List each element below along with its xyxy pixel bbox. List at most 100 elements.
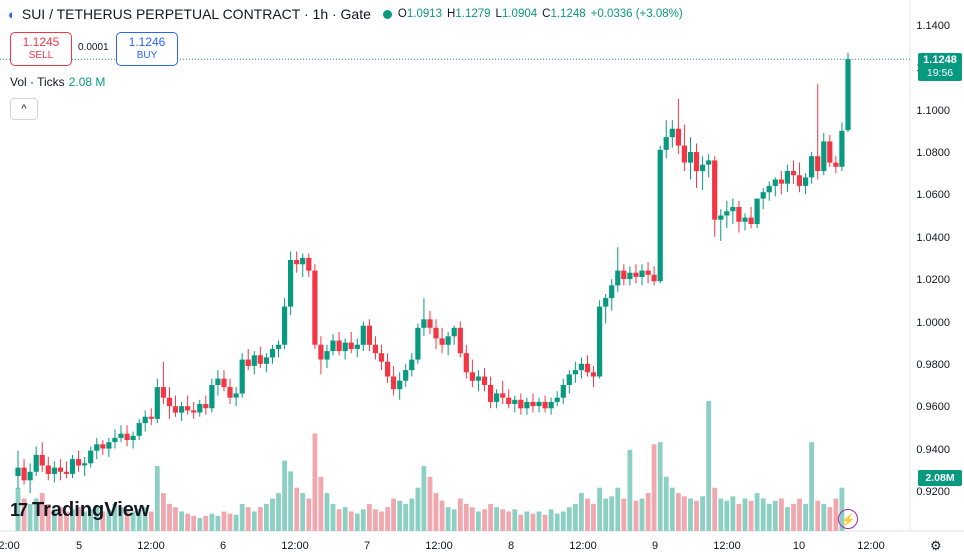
candle-body: [663, 137, 669, 150]
volume-bar: [542, 514, 548, 532]
candle-body: [124, 433, 130, 441]
candle-body: [112, 437, 118, 443]
lightning-icon[interactable]: ⚡: [838, 509, 858, 529]
candle-body: [288, 260, 294, 307]
volume-bar: [463, 503, 469, 531]
sell-button[interactable]: 1.1245 SELL: [10, 32, 72, 66]
close-value: 1.1248: [550, 8, 586, 20]
candle-body: [481, 376, 488, 385]
candle-body: [427, 319, 433, 328]
candle-body: [397, 380, 403, 390]
candle-body: [669, 128, 675, 138]
volume-bar: [82, 511, 87, 531]
time-axis-label: 12:00: [137, 540, 165, 552]
volume-bar: [839, 487, 845, 531]
volume-bar: [330, 503, 336, 531]
volume-bar: [264, 503, 269, 531]
settings-gear-icon[interactable]: ⚙: [930, 538, 942, 553]
price-axis-label: 1.0400: [916, 231, 950, 244]
volume-bar: [633, 500, 639, 531]
time-axis-label: 10: [792, 540, 806, 552]
volume-bar: [100, 511, 106, 531]
volume-indicator-legend[interactable]: Vol · Ticks 2.08 M: [10, 75, 105, 89]
candle-body: [306, 257, 312, 271]
candle-body: [578, 363, 584, 371]
candle-body: [627, 272, 633, 280]
candle-body: [584, 363, 591, 373]
buy-label: BUY: [136, 50, 158, 61]
candle-body: [57, 467, 63, 472]
candle-body: [451, 327, 457, 337]
time-axis-label: 8: [507, 540, 515, 552]
volume-bar: [706, 401, 712, 531]
candle-body: [330, 340, 336, 352]
volume-bar: [657, 442, 663, 531]
volume-bar: [300, 493, 306, 531]
time-axis-label: 12:00: [281, 540, 309, 552]
candle-body: [191, 410, 197, 413]
candle-body: [15, 467, 21, 477]
chart-header: ◐ SUI / TETHERUS PERPETUAL CONTRACT · 1h…: [8, 6, 683, 22]
collapse-legend-button[interactable]: ^: [10, 98, 38, 120]
candle-body: [106, 442, 112, 449]
candle-body: [645, 270, 651, 275]
volume-bar: [573, 503, 578, 531]
symbol-title[interactable]: SUI / TETHERUS PERPETUAL CONTRACT · 1h ·…: [21, 6, 371, 22]
volume-bar: [530, 513, 536, 531]
candle-body: [172, 406, 179, 413]
volume-bar: [597, 487, 602, 531]
time-axis-label: 6: [219, 540, 227, 552]
volume-bar: [106, 509, 112, 531]
tradingview-logo[interactable]: 17 TradingView: [10, 499, 149, 522]
volume-bar: [791, 503, 796, 531]
candle-body: [766, 185, 772, 193]
buy-button[interactable]: 1.1246 BUY: [116, 32, 178, 66]
volume-bar: [27, 503, 33, 531]
candle-body: [76, 459, 82, 466]
volume-bar: [52, 509, 57, 531]
candle-body: [560, 385, 566, 398]
candle-body: [275, 344, 282, 349]
candle-body: [233, 393, 239, 398]
candle-body: [651, 274, 657, 282]
candle-body: [439, 338, 445, 345]
volume-bar: [209, 513, 215, 531]
volume-bar: [439, 500, 445, 531]
volume-bar: [445, 507, 451, 531]
volume-bar: [354, 513, 360, 531]
volume-bar: [488, 503, 493, 531]
low-label: L: [495, 8, 502, 20]
candle-body: [197, 404, 203, 413]
candle-body: [33, 454, 39, 472]
candle-body: [760, 192, 766, 199]
volume-bar: [64, 511, 69, 531]
volume-bar: [245, 507, 251, 531]
candle-body: [160, 387, 166, 398]
open-label: O: [397, 8, 407, 20]
volume-bar: [257, 507, 263, 531]
time-axis-label: 12:00: [569, 540, 597, 552]
candle-body: [706, 160, 712, 165]
candle-body: [518, 399, 524, 409]
volume-bar: [409, 498, 415, 531]
candle-body: [512, 399, 518, 404]
high-label: H: [447, 8, 456, 20]
volume-bar: [130, 511, 136, 531]
time-axis-label: 12:00: [713, 540, 741, 552]
volume-bar: [754, 493, 760, 531]
volume-bar: [663, 476, 669, 531]
volume-bar: [712, 487, 718, 531]
volume-bar: [154, 466, 160, 531]
volume-bar: [348, 511, 354, 531]
volume-bar: [360, 509, 366, 531]
candle-body: [621, 270, 627, 280]
volume-bar: [179, 511, 184, 531]
volume-bar: [724, 500, 730, 531]
candle-body: [209, 385, 215, 409]
candle-body: [69, 459, 76, 474]
candle-body: [700, 164, 706, 172]
volume-bar: [58, 507, 63, 531]
volume-bar: [730, 496, 736, 531]
volume-bar: [785, 507, 790, 531]
